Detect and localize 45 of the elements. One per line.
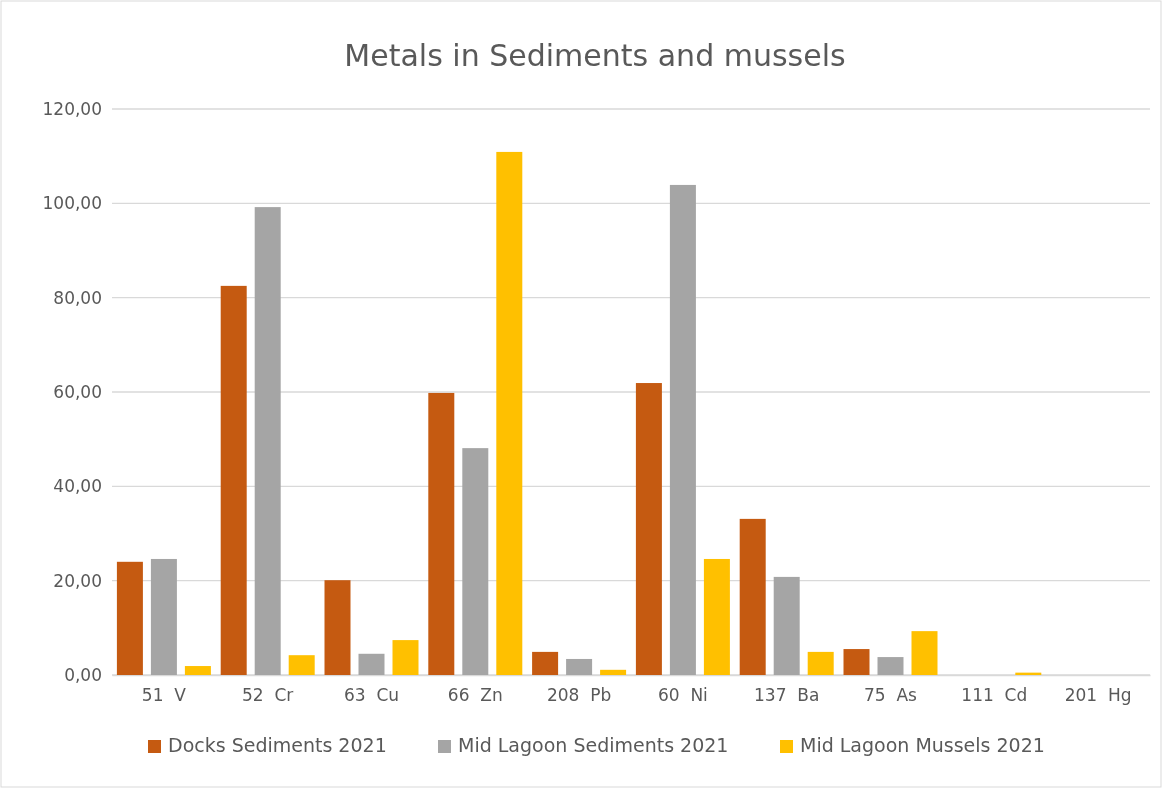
x-tick-label: 137 Ba [754, 685, 820, 706]
y-tick-label: 100,00 [42, 193, 102, 214]
y-tick-label: 60,00 [53, 381, 102, 402]
y-tick-label: 0,00 [64, 664, 102, 685]
x-tick-label: 66 Zn [447, 685, 503, 706]
bar [428, 392, 455, 675]
bar [843, 649, 870, 675]
bar [324, 580, 351, 675]
x-tick-label: 63 Cu [343, 685, 400, 706]
legend-label: Docks Sediments 2021 [168, 734, 387, 756]
legend-label: Mid Lagoon Sediments 2021 [458, 734, 729, 756]
y-tick-label: 80,00 [53, 287, 102, 308]
x-tick-label: 60 Ni [657, 685, 708, 706]
bar [703, 558, 730, 675]
legend-label: Mid Lagoon Mussels 2021 [800, 734, 1045, 756]
bar [288, 655, 315, 675]
bar [739, 518, 766, 675]
bar [669, 184, 696, 675]
bar [462, 448, 489, 675]
y-tick-label: 20,00 [53, 570, 102, 591]
bar [532, 651, 559, 675]
x-tick-label: 52 Cr [242, 685, 294, 706]
chart-title: Metals in Sediments and mussels [344, 38, 846, 73]
x-tick-label: 75 As [864, 685, 918, 706]
x-tick-label: 111 Cd [961, 685, 1028, 706]
y-tick-label: 40,00 [53, 476, 102, 497]
bar [877, 657, 904, 675]
bar [358, 653, 385, 675]
bar [220, 285, 247, 675]
bar [392, 640, 419, 675]
bar [773, 576, 800, 675]
bar [496, 151, 523, 675]
x-tick-label: 51 V [141, 685, 187, 706]
bar [635, 383, 662, 675]
bar [600, 669, 627, 675]
bar [911, 631, 938, 675]
x-tick-label: 201 Hg [1064, 685, 1132, 706]
bar [566, 658, 593, 675]
bar [150, 558, 177, 675]
y-tick-label: 120,00 [42, 98, 102, 119]
x-tick-label: 208 Pb [546, 685, 612, 706]
bar [807, 651, 834, 675]
bar [116, 561, 143, 675]
bar [254, 207, 281, 675]
bar [184, 666, 211, 675]
